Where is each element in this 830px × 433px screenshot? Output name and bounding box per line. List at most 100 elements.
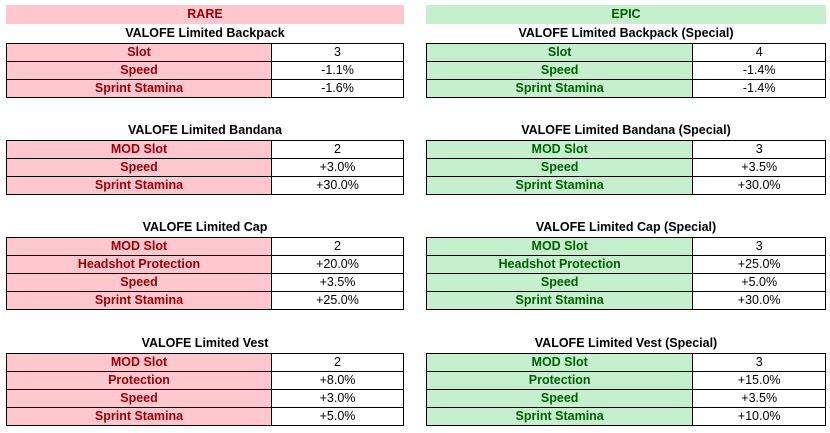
stat-label: MOD Slot [6, 353, 272, 372]
table-row: MOD Slot 2 [6, 140, 404, 159]
stats-table: MOD Slot 2 Protection +8.0% Speed +3.0% Spr… [6, 353, 404, 426]
table-row: Slot 3 [6, 43, 404, 62]
stat-value: -1.4% [692, 61, 826, 80]
rare-item-backpack: VALOFE Limited Backpack Slot 3 Speed -1.1%… [6, 24, 404, 98]
rare-column: RARE VALOFE Limited Backpack Slot 3 Speed… [6, 5, 404, 426]
stat-value: +30.0% [271, 176, 404, 195]
stats-table: MOD Slot 2 Speed +3.0% Sprint Stamina +30.0… [6, 140, 404, 195]
table-row: Protection +8.0% [6, 371, 404, 390]
stat-label: Speed [425, 61, 694, 80]
stat-value: 3 [692, 237, 826, 256]
stat-label: Speed [6, 61, 272, 80]
stat-label: Speed [6, 273, 272, 292]
rare-item-vest: VALOFE Limited Vest MOD Slot 2 Protection… [6, 334, 404, 426]
stats-table: Slot 4 Speed -1.4% Sprint Stamina -1.4% [425, 43, 826, 98]
item-title: VALOFE Limited Bandana [128, 123, 282, 137]
item-title: VALOFE Limited Backpack [125, 26, 285, 40]
table-row: Speed -1.4% [425, 61, 826, 80]
table-row: Slot 4 [425, 43, 826, 62]
stat-value: +30.0% [692, 291, 826, 310]
item-title: VALOFE Limited Vest [141, 336, 269, 350]
stat-value: +3.0% [271, 158, 404, 177]
stat-value: +25.0% [692, 255, 826, 274]
stat-value: 3 [271, 43, 404, 62]
table-row: Protection +15.0% [425, 371, 826, 390]
table-row: MOD Slot 3 [425, 353, 826, 372]
table-row: MOD Slot 3 [425, 237, 826, 256]
stat-value: +30.0% [692, 176, 826, 195]
stat-label: Speed [425, 273, 694, 292]
stat-label: Protection [425, 371, 694, 390]
table-row: Sprint Stamina -1.4% [425, 79, 826, 98]
table-row: Sprint Stamina +30.0% [6, 176, 404, 195]
table-row: Sprint Stamina +10.0% [425, 407, 826, 426]
stat-value: +3.5% [271, 273, 404, 292]
stat-label: MOD Slot [425, 353, 694, 372]
item-title: VALOFE Limited Vest (Special) [534, 336, 718, 350]
item-title: VALOFE Limited Cap [142, 220, 268, 234]
stat-label: Speed [6, 389, 272, 408]
table-row: MOD Slot 2 [6, 237, 404, 256]
epic-item-backpack: VALOFE Limited Backpack (Special) Slot 4 … [425, 24, 826, 98]
stat-value: +8.0% [271, 371, 404, 390]
stats-table: MOD Slot 3 Headshot Protection +25.0% Spee… [425, 237, 826, 310]
stat-label: Sprint Stamina [425, 79, 694, 98]
epic-item-cap: VALOFE Limited Cap (Special) MOD Slot 3 H… [425, 218, 826, 310]
rare-item-bandana: VALOFE Limited Bandana MOD Slot 2 Speed +3… [6, 121, 404, 195]
item-title: VALOFE Limited Bandana (Special) [521, 123, 731, 137]
stat-value: +20.0% [271, 255, 404, 274]
stat-label: Headshot Protection [425, 255, 694, 274]
item-title: VALOFE Limited Cap (Special) [535, 220, 717, 234]
stat-value: +10.0% [692, 407, 826, 426]
stat-label: Sprint Stamina [6, 79, 272, 98]
stat-value: +5.0% [692, 273, 826, 292]
stats-table: MOD Slot 2 Headshot Protection +20.0% Spee… [6, 237, 404, 310]
epic-header: EPIC [426, 5, 826, 24]
table-row: Sprint Stamina +30.0% [425, 291, 826, 310]
table-row: Sprint Stamina -1.6% [6, 79, 404, 98]
epic-item-vest: VALOFE Limited Vest (Special) MOD Slot 3 … [425, 334, 826, 426]
stats-table: Slot 3 Speed -1.1% Sprint Stamina -1.6% [6, 43, 404, 98]
stat-label: Sprint Stamina [425, 407, 694, 426]
epic-column: EPIC VALOFE Limited Backpack (Special) S… [425, 5, 826, 426]
stat-label: Sprint Stamina [425, 176, 694, 195]
stat-value: 2 [271, 353, 404, 372]
stat-label: MOD Slot [6, 140, 272, 159]
stat-label: Speed [425, 158, 694, 177]
stat-label: Slot [425, 43, 694, 62]
stat-value: 2 [271, 140, 404, 159]
stat-label: Protection [6, 371, 272, 390]
stat-value: 3 [692, 140, 826, 159]
rare-item-cap: VALOFE Limited Cap MOD Slot 2 Headshot Pr… [6, 218, 404, 310]
stat-label: Headshot Protection [6, 255, 272, 274]
table-row: Sprint Stamina +30.0% [425, 176, 826, 195]
stat-value: -1.4% [692, 79, 826, 98]
stat-label: Slot [6, 43, 272, 62]
stat-value: +3.0% [271, 389, 404, 408]
table-row: Speed +3.5% [425, 158, 826, 177]
table-row: Speed +3.5% [425, 389, 826, 408]
table-row: Speed +5.0% [425, 273, 826, 292]
table-row: Headshot Protection +20.0% [6, 255, 404, 274]
table-row: Speed -1.1% [6, 61, 404, 80]
stat-label: Speed [425, 389, 694, 408]
table-row: Speed +3.5% [6, 273, 404, 292]
stat-label: Speed [6, 158, 272, 177]
stat-label: Sprint Stamina [6, 407, 272, 426]
stat-value: +5.0% [271, 407, 404, 426]
stat-value: 2 [271, 237, 404, 256]
stat-label: MOD Slot [425, 140, 694, 159]
table-row: Speed +3.0% [6, 389, 404, 408]
stat-value: +3.5% [692, 158, 826, 177]
stats-table: MOD Slot 3 Protection +15.0% Speed +3.5% Sp… [425, 353, 826, 426]
stat-label: MOD Slot [425, 237, 694, 256]
stat-label: Sprint Stamina [425, 291, 694, 310]
stat-value: 4 [692, 43, 826, 62]
stat-value: 3 [692, 353, 826, 372]
stat-value: -1.1% [271, 61, 404, 80]
table-row: Sprint Stamina +5.0% [6, 407, 404, 426]
table-row: Sprint Stamina +25.0% [6, 291, 404, 310]
item-title: VALOFE Limited Backpack (Special) [518, 26, 734, 40]
rare-header: RARE [6, 5, 404, 24]
stat-label: Sprint Stamina [6, 176, 272, 195]
